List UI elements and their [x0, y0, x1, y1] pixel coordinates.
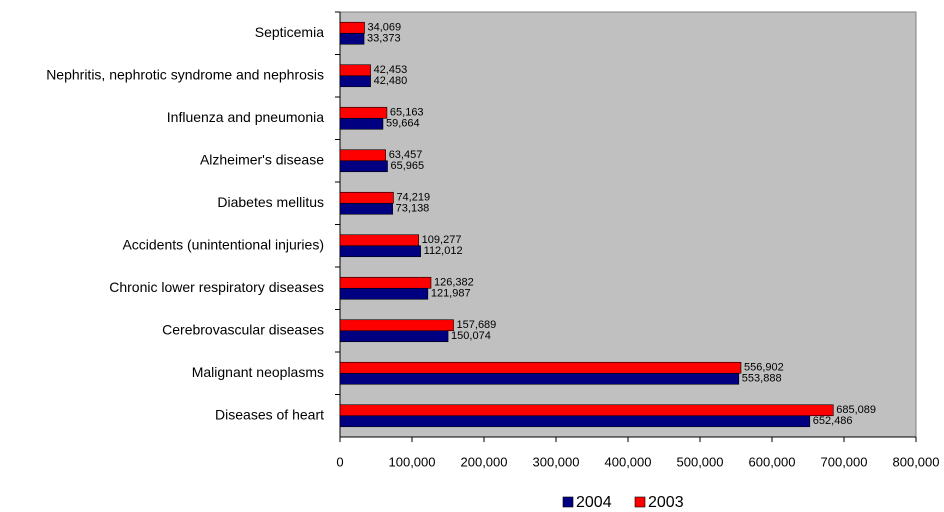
bar	[339, 276, 432, 289]
bar	[339, 64, 371, 77]
x-tick-label: 700,000	[821, 454, 868, 469]
bar	[339, 191, 394, 204]
bar	[339, 372, 740, 385]
y-tick-label: Diabetes mellitus	[217, 194, 324, 210]
y-tick-label: Alzheimer's disease	[200, 151, 324, 167]
y-tick-label: Accidents (unintentional injuries)	[122, 236, 324, 252]
bar	[339, 404, 834, 417]
bar	[339, 245, 421, 258]
value-label: 34,069	[368, 22, 402, 34]
y-tick-label: Influenza and pneumonia	[167, 109, 324, 125]
bar	[339, 287, 429, 300]
x-tick-label: 100,000	[389, 454, 436, 469]
value-label: 112,012	[424, 245, 463, 257]
value-label: 685,089	[836, 404, 876, 416]
bar	[339, 415, 811, 428]
x-tick-label: 300,000	[533, 454, 580, 469]
value-label: 63,457	[389, 149, 423, 161]
bar	[339, 75, 371, 88]
value-label: 126,382	[434, 277, 474, 289]
bar	[339, 32, 365, 45]
value-label: 150,074	[451, 330, 491, 342]
value-label: 121,987	[431, 288, 471, 300]
x-tick-label: 200,000	[461, 454, 508, 469]
value-label: 42,480	[374, 75, 408, 87]
x-tick-label: 0	[336, 454, 343, 469]
bar	[339, 149, 386, 162]
bar	[339, 202, 393, 215]
value-label: 157,689	[457, 319, 497, 331]
bar	[339, 319, 454, 332]
legend-label: 2003	[648, 494, 684, 511]
bar	[339, 234, 419, 247]
value-label: 73,138	[396, 203, 430, 215]
value-label: 553,888	[742, 373, 782, 385]
bar	[339, 160, 388, 173]
x-tick-label: 800,000	[893, 454, 940, 469]
y-tick-label: Cerebrovascular diseases	[162, 321, 324, 337]
value-label: 109,277	[422, 234, 462, 246]
y-tick-label: Chronic lower respiratory diseases	[109, 279, 324, 295]
value-label: 556,902	[744, 362, 784, 374]
x-tick-label: 600,000	[749, 454, 796, 469]
y-tick-label: Nephritis, nephrotic syndrome and nephro…	[46, 66, 324, 82]
value-label: 33,373	[367, 33, 401, 45]
bar	[339, 21, 365, 34]
bar	[339, 330, 449, 343]
bar	[339, 106, 388, 119]
legend-label: 2004	[576, 494, 612, 511]
y-tick-label: Malignant neoplasms	[192, 364, 324, 380]
y-tick-label: Diseases of heart	[215, 406, 324, 422]
legend-swatch	[562, 496, 574, 508]
x-tick-label: 400,000	[605, 454, 652, 469]
value-label: 59,664	[386, 118, 420, 130]
bar	[339, 117, 384, 130]
legend-swatch	[634, 496, 646, 508]
bar	[339, 361, 742, 374]
value-label: 42,453	[374, 64, 408, 76]
x-tick-label: 500,000	[677, 454, 724, 469]
y-tick-label: Septicemia	[255, 24, 324, 40]
value-label: 74,219	[396, 192, 430, 204]
value-label: 65,965	[390, 160, 424, 172]
value-label: 652,486	[813, 415, 853, 427]
value-label: 65,163	[390, 107, 424, 119]
